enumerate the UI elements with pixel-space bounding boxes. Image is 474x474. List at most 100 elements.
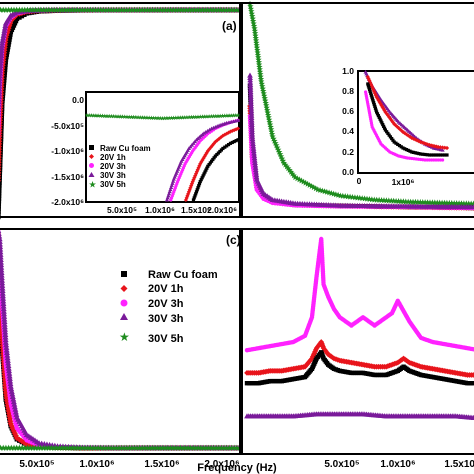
panel-a-inset-raw-cu-foam-point: [208, 161, 212, 165]
panel-b-30v-5h-point: [287, 168, 295, 175]
panel-a-inset-30v-5h-point: [209, 114, 214, 119]
panel-a-20v-3h-point: [0, 124, 1, 128]
panel-c: (c) Raw Cu foam 20V 1h 20V 3h 30V 3h ★ 3…: [0, 228, 243, 470]
panel-b-30v-5h-point: [424, 199, 431, 206]
panel-b-30v-5h-point: [298, 177, 305, 184]
panel-b-30v-5h-point: [256, 68, 264, 75]
panel-c-30v-5h-point: [161, 444, 169, 451]
panel-a-inset-30v-5h-point: [200, 114, 205, 119]
panel-c-30v-3h-point: [0, 298, 7, 304]
panel-b-30v-5h-point: [283, 163, 290, 170]
panel-a-inset-30v-5h-point: [84, 112, 90, 118]
panel-a-inset-markers: [84, 112, 241, 203]
panel-a-raw-cu-foam-point: [0, 183, 2, 188]
panel-a-20v-3h-point: [0, 119, 1, 123]
panel-c-30v-3h-point: [0, 308, 7, 314]
panel-c-30v-5h-point: [190, 444, 197, 451]
panel-a-30v-5h-point: [180, 6, 188, 13]
panel-c-30v-5h-point: [69, 444, 76, 451]
panel-b-inset-raw-cu-foam-point: [406, 148, 410, 152]
panel-a-20v-3h-point: [0, 127, 1, 131]
panel-b-30v-5h-point: [412, 198, 419, 205]
panel-b-inset-ytick-0: 1.0: [342, 66, 354, 76]
panel-c-30v-5h-point: [233, 444, 241, 451]
panel-b-30v-5h-point: [285, 165, 292, 172]
panel-a-inset-30v-3h-point: [173, 173, 178, 177]
panel-a-raw-cu-foam-point: [0, 131, 4, 137]
panel-a-inset-30v-5h-point: [131, 114, 136, 120]
panel-b-30v-5h-point: [266, 118, 273, 125]
panel-c-30v-5h-point: [37, 444, 45, 451]
panel-a-raw-cu-foam-point: [0, 177, 2, 183]
panel-a-inset-30v-5h-point: [102, 113, 107, 118]
panel-b-30v-3h-point: [251, 157, 258, 163]
panel-c-30v-5h-point: [136, 444, 143, 451]
panel-c-30v-3h-point: [3, 347, 10, 353]
panel-b-30v-5h-point: [252, 37, 260, 44]
panel-d-frame: [241, 228, 474, 455]
panel-a-inset-ytick-1: -5.0x10⁵: [51, 121, 84, 131]
panel-a-30v-5h-point: [115, 6, 123, 13]
panel-a-30v-5h-point: [37, 6, 45, 13]
panel-b-inset-ytick-5: 0.0: [342, 167, 354, 177]
panel-c-30v-3h-point: [7, 380, 14, 387]
panel-c-legend-marker-raw: [121, 271, 127, 277]
panel-a-inset-30v-5h-point: [111, 114, 116, 119]
panel-b-inset-raw-cu-foam-point: [374, 108, 378, 112]
panel-a-30v-5h-point: [34, 6, 42, 13]
panel-b-inset-ytick-1: 0.8: [342, 86, 354, 96]
panel-a-30v-3h-point: [0, 70, 3, 76]
panel-c-markers: [0, 229, 243, 451]
panel-b-30v-5h-point: [254, 51, 261, 58]
panel-c-30v-5h-point: [120, 444, 128, 451]
panel-a-20v-3h-point: [0, 121, 1, 126]
panel-b-inset-xtick-1: 1x10⁶: [392, 177, 415, 187]
panel-a-inset-raw-cu-foam-point: [230, 140, 234, 145]
panel-a-20v-1h-point: [0, 174, 2, 177]
panel-a-inset-ytick-0: 0.0: [72, 95, 84, 105]
panel-a-inset-30v-5h-point: [215, 113, 221, 119]
panel-a-30v-5h-point: [172, 6, 180, 13]
panel-b-inset-raw-cu-foam-point: [377, 115, 381, 119]
panel-a-inset-raw-cu-foam-point: [197, 184, 201, 188]
panel-a-inset-xtick-2: 1.5x10⁶: [181, 205, 211, 215]
panel-b-inset-raw-cu-foam-point: [391, 138, 395, 142]
panel-a-inset-30v-3h-point: [164, 197, 170, 202]
panel-a-20v-1h-point: [0, 166, 2, 169]
panel-b-30v-3h-point: [250, 145, 257, 151]
panel-b-30v-5h-point: [250, 20, 257, 27]
panel-c-30v-5h-point: [223, 444, 230, 451]
panel-a-inset-raw-cu-foam-point: [194, 190, 199, 194]
panel-a-30v-5h-point: [110, 6, 118, 13]
panel-a-30v-5h-point: [215, 6, 222, 13]
panel-c-30v-3h-point: [0, 285, 6, 291]
panel-b-inset-raw-cu-foam-point: [410, 150, 414, 154]
panel-b-inset-ytick-2: 0.6: [342, 106, 354, 116]
panel-a-inset-raw-cu-foam-point: [200, 176, 204, 180]
panel-a-legend-label-20v1h: 20V 1h: [100, 153, 126, 162]
panel-a-30v-5h-point: [87, 6, 94, 13]
panel-a-inset-30v-3h-point: [178, 161, 183, 165]
panel-a-30v-3h-point: [0, 109, 2, 112]
panel-b-30v-5h-point: [265, 114, 272, 121]
panel-b-inset-20v-1h-point: [404, 132, 409, 137]
panel-a-inset-30v-5h-point: [104, 113, 110, 119]
panel-b-30v-5h-point: [306, 181, 313, 188]
panel-a-inset-raw-cu-foam-point: [232, 139, 236, 144]
panel-a-inset-30v-5h-point: [109, 113, 114, 119]
panel-c-30v-3h-point: [1, 321, 8, 327]
panel-c-legend-label-30v3h: 30V 3h: [148, 313, 184, 325]
panel-b-inset-raw-cu-foam-point: [369, 91, 373, 95]
panel-b-30v-5h-point: [290, 172, 297, 179]
panel-a-raw-cu-foam-point: [0, 113, 5, 119]
panel-b-30v-3h-point: [252, 162, 259, 168]
panel-a-30v-5h-point: [217, 6, 225, 13]
panel-a-30v-5h-point: [50, 6, 58, 13]
panel-c-20v-1h-point: [18, 438, 25, 445]
panel-b-inset-raw-cu-foam-point: [445, 153, 449, 157]
panel-a-inset-20v-1h-point: [203, 152, 208, 157]
panel-b-30v-3h-point: [250, 140, 256, 146]
panel-b-30v-5h-point: [251, 25, 258, 32]
panel-a-inset-raw-cu-foam-point: [206, 164, 210, 168]
panel-a-20v-1h-point: [4, 27, 11, 34]
